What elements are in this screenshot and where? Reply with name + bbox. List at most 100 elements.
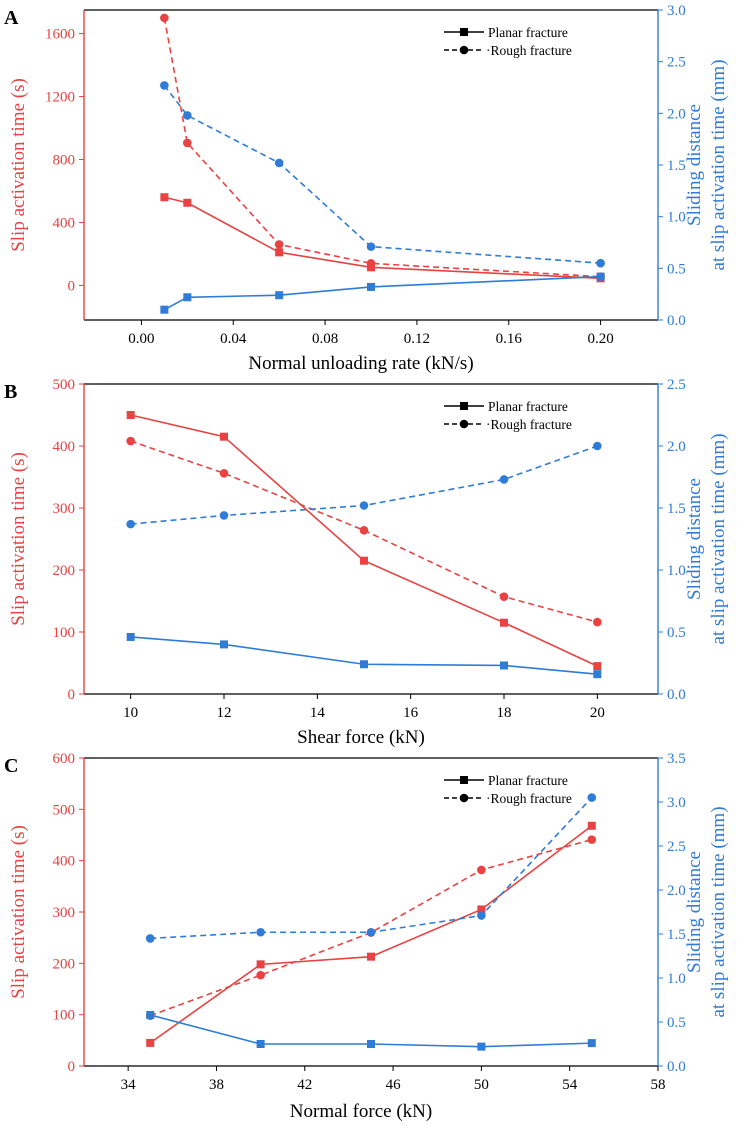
y-tick-label-left: 500: [53, 377, 76, 393]
y-tick-label-left: 200: [53, 563, 76, 579]
data-point-planar-left: [587, 821, 596, 830]
data-point-planar-right: [220, 640, 228, 649]
data-point-planar-right: [256, 1040, 265, 1048]
y-tick-label-left: 500: [53, 802, 76, 818]
data-point-rough-right: [219, 511, 229, 520]
data-point-rough-right: [366, 927, 376, 937]
data-point-planar-left: [183, 198, 192, 207]
y-tick-label-left: 1200: [45, 90, 75, 106]
data-point-rough-right: [256, 927, 265, 937]
legend-marker-rough: [459, 45, 469, 55]
legend-marker-planar: [460, 28, 468, 36]
y-tick-label-right: 0.5: [667, 625, 686, 641]
series-line-rough-left: [149, 838, 592, 1017]
data-point-planar-left: [256, 960, 265, 969]
data-point-planar-right: [160, 305, 169, 314]
x-tick-label: 58: [651, 1077, 666, 1093]
panel-label: B: [4, 381, 17, 403]
panel-label: A: [4, 7, 19, 29]
y-tick-label-left: 0: [68, 687, 76, 703]
data-point-planar-left: [275, 248, 284, 257]
data-point-rough-left: [359, 526, 369, 535]
y-tick-label-right: 3.0: [667, 795, 686, 811]
legend: Planar fracture ·Rough fracture: [444, 25, 572, 58]
legend-marker-planar: [460, 776, 468, 784]
data-point-rough-right: [359, 501, 369, 510]
chart-panel-A: A 0.00 0.04 0.08 0.12 0.16 0.20 0 400 800 1200 1600…: [4, 3, 729, 374]
y-axis-title-right-line1: Sliding distance: [684, 478, 705, 600]
data-point-rough-right: [145, 934, 155, 943]
legend-label-planar: Planar fracture: [488, 773, 568, 788]
y-tick-label-right: 0.0: [667, 1059, 686, 1075]
x-tick-label: 18: [497, 705, 512, 721]
x-tick-label: 0.00: [128, 331, 154, 347]
y-tick-label-left: 0: [68, 278, 76, 294]
x-tick-label: 54: [562, 1077, 578, 1093]
data-point-rough-left: [477, 865, 486, 875]
y-tick-label-right: 2.0: [667, 883, 686, 899]
data-point-planar-right: [126, 632, 135, 641]
data-point-planar-right: [500, 661, 508, 670]
y-axis-title-right-line2: at slip activation time (mm): [708, 59, 729, 270]
data-point-planar-right: [367, 1040, 375, 1048]
y-tick-label-right: 0.5: [667, 261, 686, 277]
data-point-rough-right: [126, 519, 135, 529]
y-axis-title-right: Sliding distance at slip activation time …: [684, 806, 729, 1017]
y-tick-label-left: 400: [53, 854, 76, 870]
data-point-rough-left: [366, 259, 376, 268]
y-tick-label-right: 3.0: [667, 3, 686, 19]
data-point-rough-left: [160, 13, 169, 23]
data-point-planar-right: [596, 272, 605, 281]
data-point-planar-left: [160, 193, 169, 202]
data-point-rough-left: [256, 970, 265, 980]
data-point-rough-right: [596, 258, 605, 268]
x-tick-label: 0.08: [312, 331, 338, 347]
series-line-rough-right: [163, 84, 601, 264]
y-tick-label-left: 400: [53, 439, 76, 455]
y-axis-title-right: Sliding distance at slip activation time …: [684, 433, 729, 644]
chart-panel-C: C 34 38 42 46 50 54 58 0 100 200 300 400 500 600 0.0 0.5…: [4, 751, 729, 1122]
data-point-rough-right: [499, 475, 509, 484]
series-line-rough-right: [150, 797, 593, 940]
legend-label-rough: ·Rough fracture: [486, 43, 572, 58]
data-point-planar-right: [275, 291, 284, 300]
data-point-rough-right: [477, 911, 486, 920]
x-tick-label: 46: [386, 1077, 402, 1093]
x-axis-title: Normal force (kN): [290, 1101, 432, 1122]
y-tick-label-left: 1600: [45, 27, 75, 43]
data-point-planar-left: [593, 662, 602, 671]
data-point-rough-left: [499, 592, 509, 601]
legend: Planar fracture ·Rough fracture: [444, 773, 572, 806]
data-point-planar-left: [477, 905, 486, 914]
y-tick-label-right: 1.5: [667, 927, 686, 943]
x-axis-title: Shear force (kN): [297, 727, 425, 748]
data-point-rough-left: [587, 835, 597, 844]
y-tick-label-left: 100: [53, 1008, 76, 1024]
y-axis-title-right-line1: Sliding distance: [684, 851, 705, 973]
chart-panel-B: B10 12 14 16 18 2001002003004005000.00.51.01.…: [4, 377, 729, 748]
data-point-planar-left: [146, 1038, 155, 1047]
y-tick-label-left: 300: [53, 905, 76, 921]
y-tick-label-left: 400: [53, 215, 76, 231]
legend-marker-rough: [459, 419, 469, 429]
y-axis-title-right-line2: at slip activation time (mm): [708, 433, 729, 644]
y-tick-label-left: 200: [53, 956, 76, 972]
series-line-rough-right: [130, 445, 598, 525]
data-point-planar-right: [593, 670, 602, 679]
y-tick-label-left: 600: [53, 751, 76, 767]
data-point-planar-left: [220, 432, 228, 441]
data-point-planar-right: [367, 282, 375, 291]
data-point-rough-left: [274, 240, 284, 249]
x-tick-label: 0.04: [220, 331, 247, 347]
legend-label-planar: Planar fracture: [488, 399, 568, 414]
series-line-rough-left: [130, 440, 598, 623]
y-axis-title-right-line1: Sliding distance: [684, 104, 705, 226]
y-tick-label-right: 1.0: [667, 563, 686, 579]
y-tick-label-right: 1.5: [667, 158, 686, 174]
x-tick-label: 50: [474, 1077, 489, 1093]
data-point-planar-left: [367, 952, 375, 961]
x-tick-label: 34: [121, 1077, 137, 1093]
legend-label-rough: ·Rough fracture: [486, 417, 572, 432]
y-tick-label-right: 3.5: [667, 751, 686, 767]
